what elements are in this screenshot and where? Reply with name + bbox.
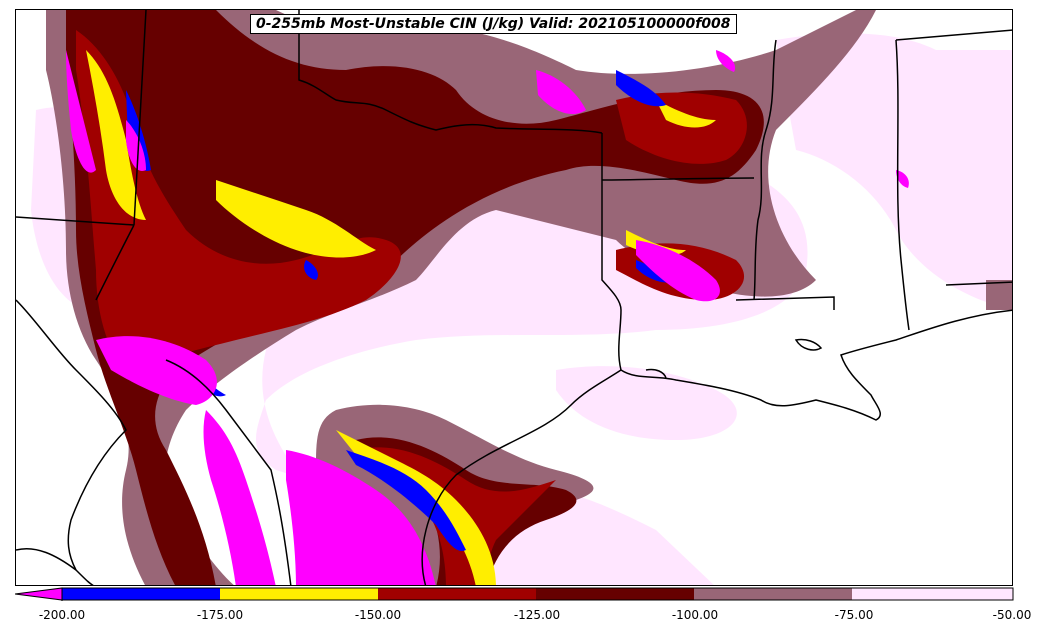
colorbar-bin-darkred [536, 588, 694, 600]
colorbar-bin-blue [62, 588, 220, 600]
colorbar-outline [61, 587, 1014, 601]
gulf-coastline [421, 309, 1012, 585]
colorbar-tick-label: -50.00 [992, 608, 1032, 622]
colorbar-extend-arrow [15, 587, 63, 601]
colorbar-tick-label: -75.00 [834, 608, 874, 622]
colorbar-bin-mauve [694, 588, 852, 600]
state-boundaries [16, 10, 1012, 585]
colorbar-bin-red [378, 588, 536, 600]
colorbar-tick-label: -125.00 [513, 608, 561, 622]
colorbar [15, 587, 1014, 601]
cin-shading-yellow [86, 50, 716, 585]
map-frame [15, 9, 1013, 586]
cin-map [16, 10, 1012, 585]
cin-shading-magenta [66, 50, 909, 585]
colorbar-bin-yellow [220, 588, 378, 600]
colorbar-tick-label: -150.00 [354, 608, 402, 622]
colorbar-tick-label: -100.00 [671, 608, 719, 622]
colorbar-tick-label: -200.00 [38, 608, 86, 622]
colorbar-bin-lightpink [852, 588, 1013, 600]
map-title: 0-255mb Most-Unstable CIN (J/kg) Valid: … [250, 14, 737, 34]
colorbar-tick-label: -175.00 [196, 608, 244, 622]
